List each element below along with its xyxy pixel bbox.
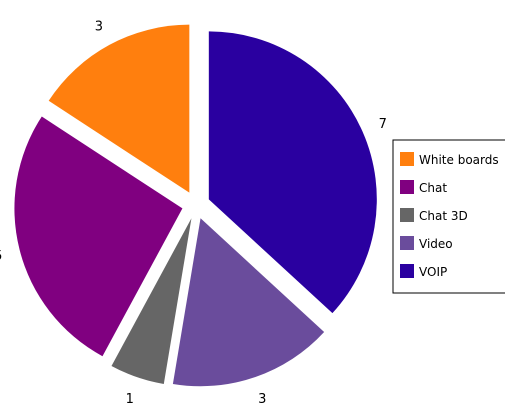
legend-swatch — [400, 180, 414, 194]
legend-label: VOIP — [419, 265, 447, 279]
legend-swatch — [400, 152, 414, 166]
pie-slices — [14, 24, 377, 387]
pie-slice-chat-3d — [111, 218, 192, 384]
legend-label: Video — [419, 237, 453, 251]
pie-slice-video — [172, 218, 325, 387]
legend-swatch — [400, 264, 414, 278]
legend-items: White boards Chat Chat 3D Video VOIP — [400, 152, 499, 279]
pie-slice-white-boards — [48, 24, 190, 193]
slice-value-labels: 7 3 1 5 3 — [0, 20, 387, 407]
legend-label: Chat 3D — [419, 209, 468, 223]
legend-label: Chat — [419, 181, 447, 195]
legend-swatch — [400, 236, 414, 250]
legend: White boards Chat Chat 3D Video VOIP — [392, 139, 505, 294]
slice-value-label: 7 — [379, 117, 387, 132]
pie-slice-voip — [208, 31, 377, 314]
slice-value-label: 5 — [0, 249, 2, 264]
slice-value-label: 3 — [258, 392, 266, 407]
slice-value-label: 3 — [95, 20, 103, 35]
slice-value-label: 1 — [126, 392, 134, 407]
legend-label: White boards — [419, 153, 499, 167]
legend-swatch — [400, 208, 414, 222]
pie-slice-chat — [14, 116, 183, 357]
